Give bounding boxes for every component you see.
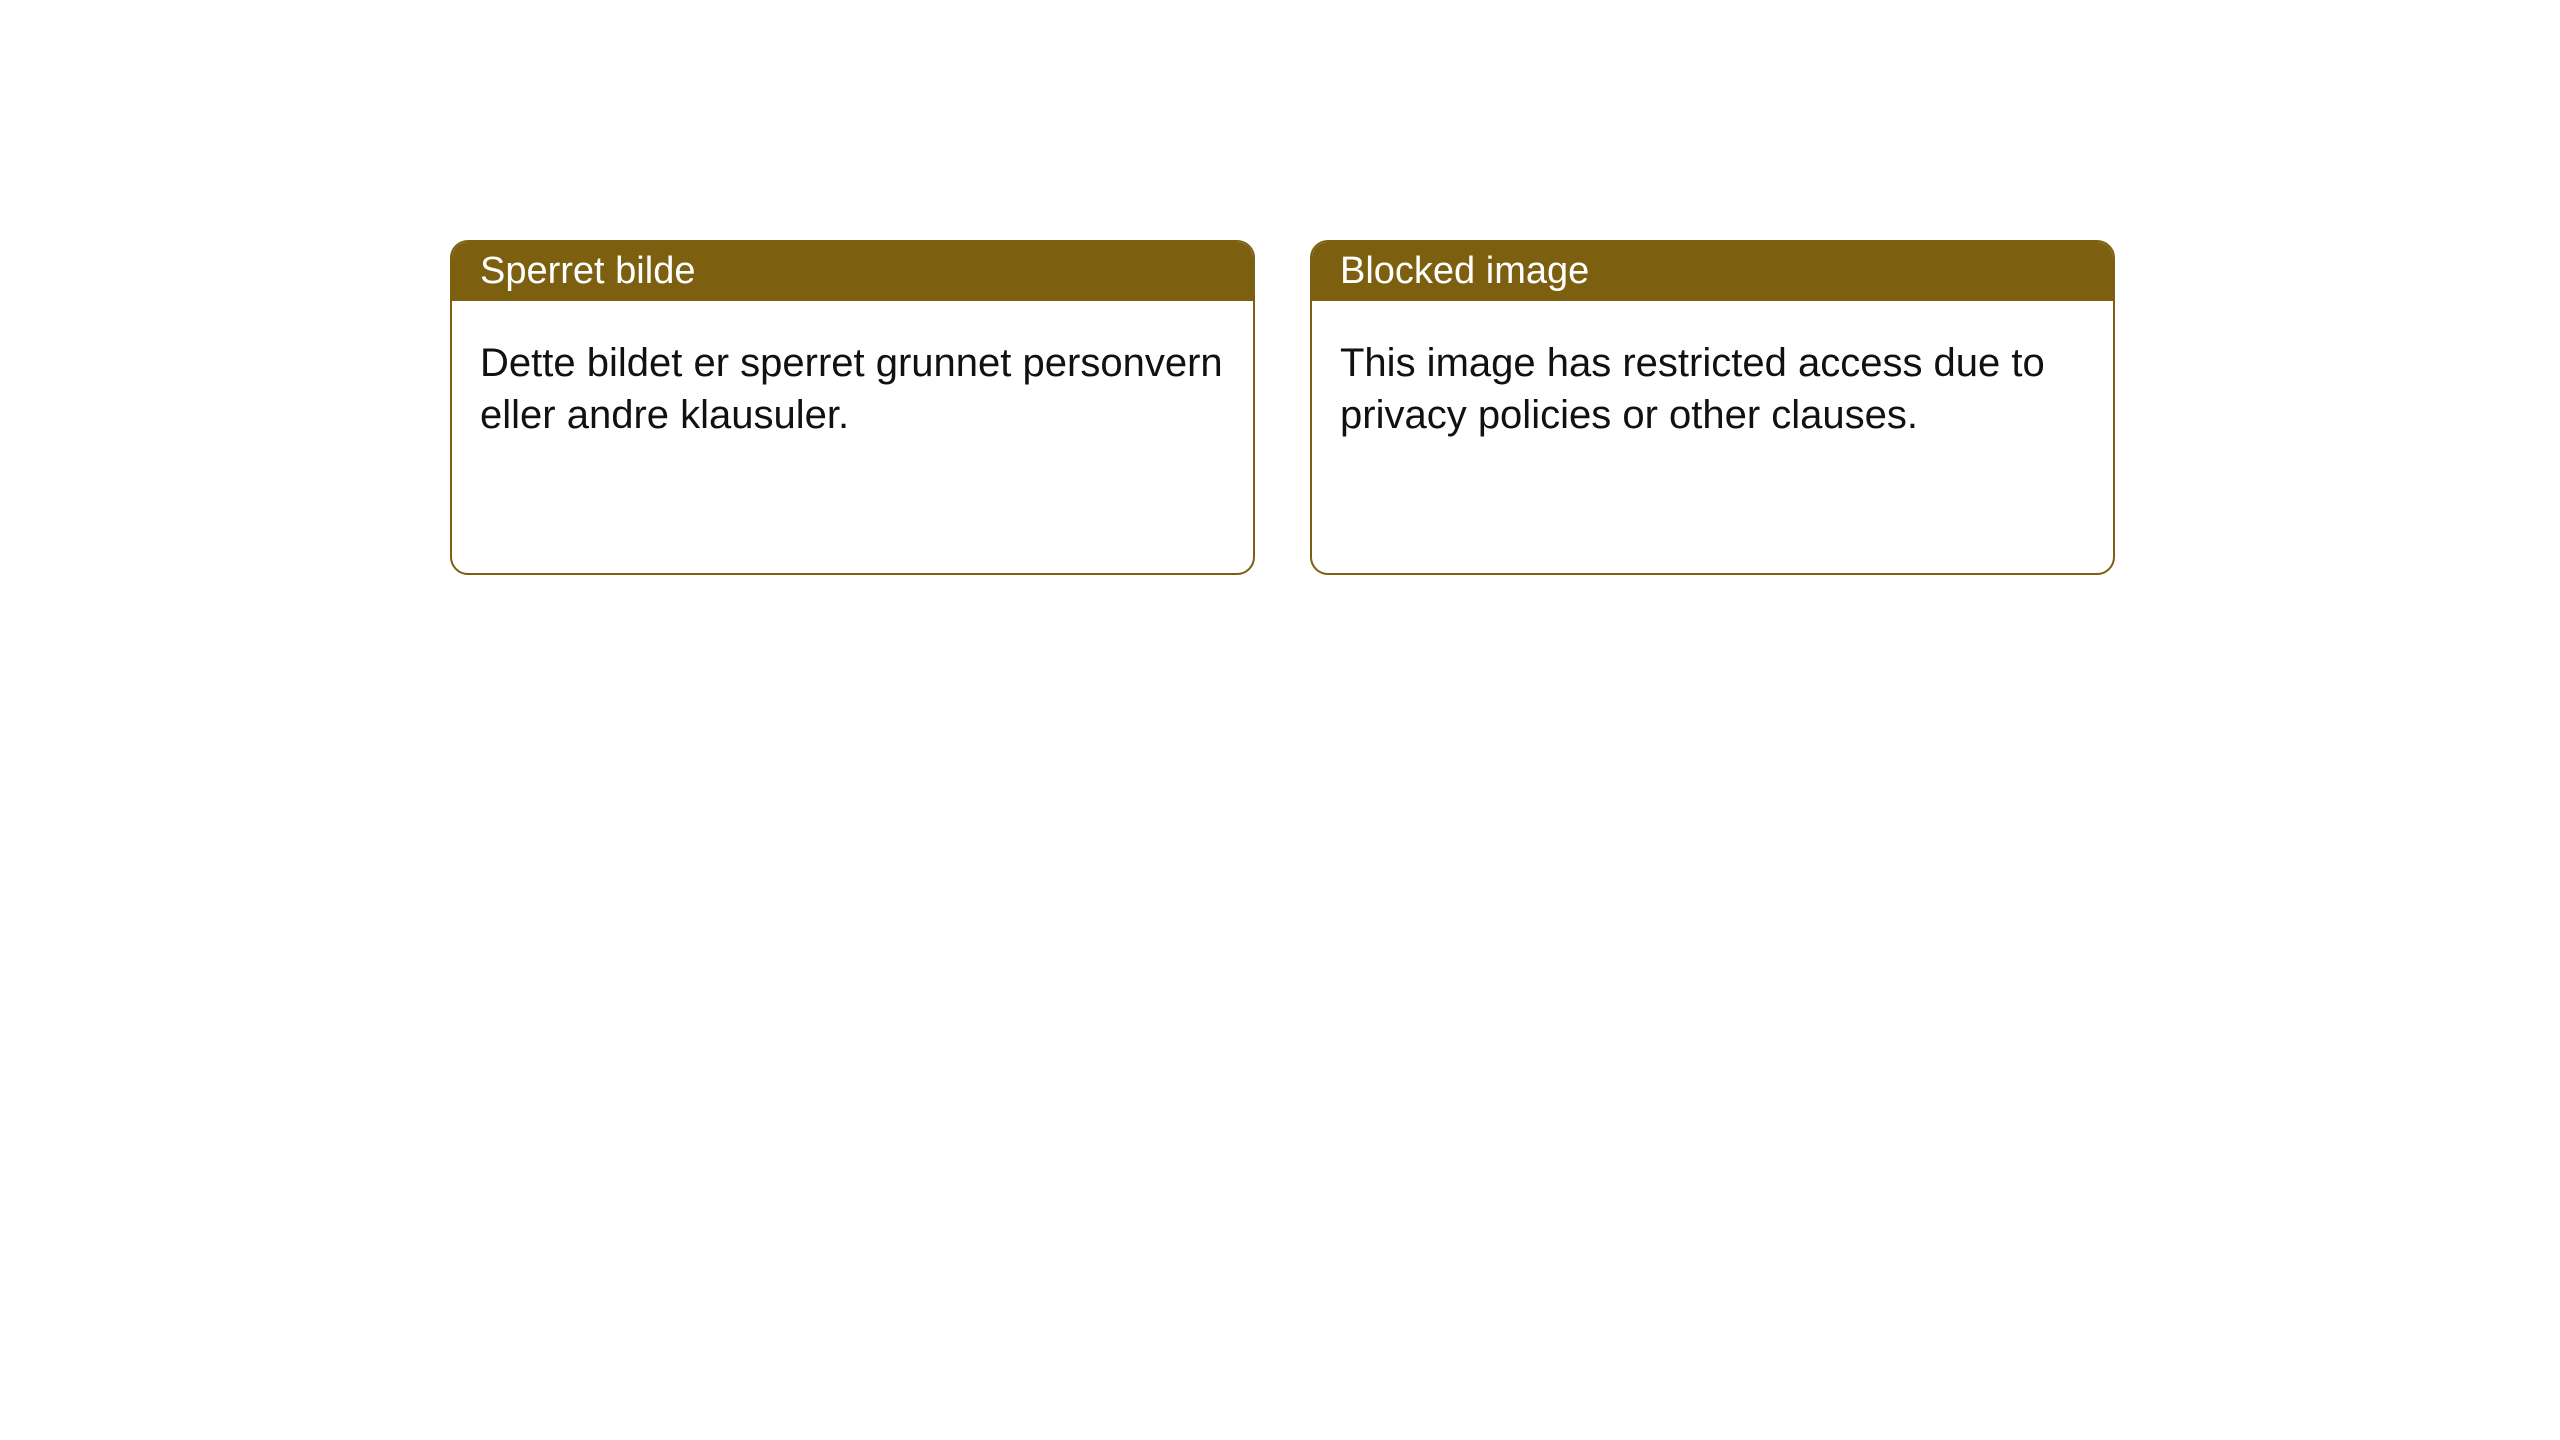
notice-body: This image has restricted access due to … xyxy=(1312,301,2113,477)
notice-title: Blocked image xyxy=(1340,250,1589,292)
notice-message: This image has restricted access due to … xyxy=(1340,341,2045,437)
notice-body: Dette bildet er sperret grunnet personve… xyxy=(452,301,1253,477)
notice-card-norwegian: Sperret bilde Dette bildet er sperret gr… xyxy=(450,240,1255,575)
notice-card-english: Blocked image This image has restricted … xyxy=(1310,240,2115,575)
notice-title: Sperret bilde xyxy=(480,250,695,292)
notice-message: Dette bildet er sperret grunnet personve… xyxy=(480,341,1223,437)
notice-header: Sperret bilde xyxy=(452,242,1253,301)
notice-header: Blocked image xyxy=(1312,242,2113,301)
notice-container: Sperret bilde Dette bildet er sperret gr… xyxy=(0,0,2560,575)
